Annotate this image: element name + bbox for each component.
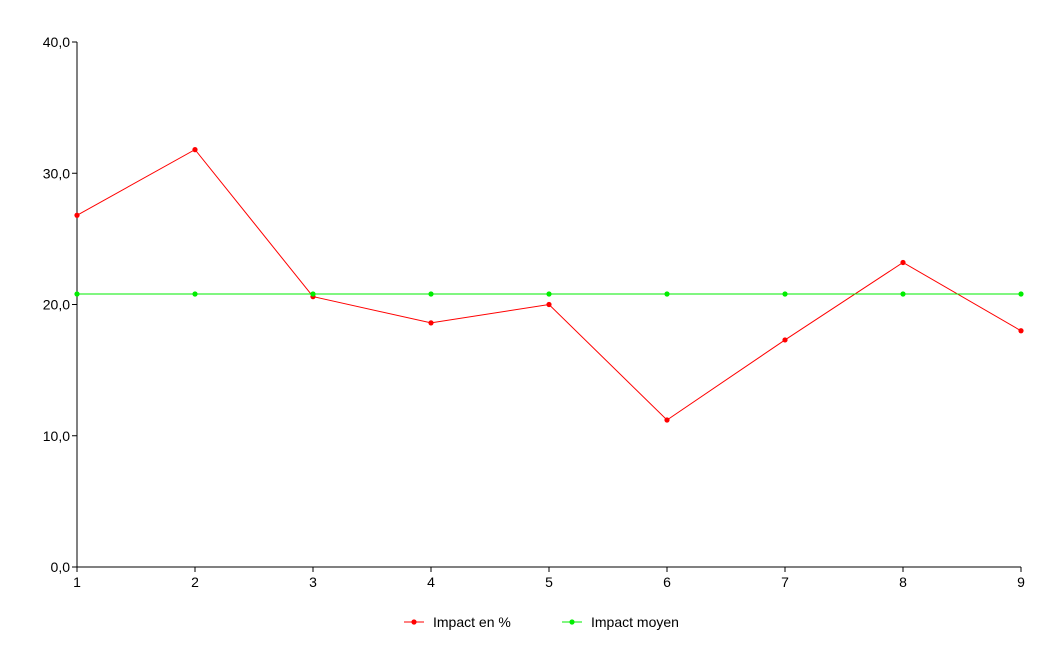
y-tick-label: 10,0 (43, 428, 70, 444)
data-point (900, 259, 906, 266)
legend-swatch-marker (569, 619, 575, 625)
data-point (782, 291, 788, 297)
y-tick-label: 40,0 (43, 34, 70, 50)
data-point (74, 212, 80, 218)
x-tick-label: 3 (309, 574, 317, 590)
y-tick-label: 20,0 (43, 297, 70, 313)
y-tick-label: 30,0 (43, 165, 70, 181)
legend-label: Impact en % (433, 614, 511, 630)
data-point (428, 291, 434, 297)
legend-swatch-marker (411, 619, 417, 625)
data-point (546, 291, 552, 297)
data-point (664, 291, 670, 297)
series-group (74, 147, 1024, 423)
data-point (428, 320, 434, 326)
data-point (192, 291, 198, 297)
x-tick-label: 8 (899, 574, 907, 590)
axes: 0,0 10,0 20,0 30,0 40,0 1 2 3 4 5 6 7 8 9 (43, 34, 1025, 590)
data-point (1018, 328, 1024, 334)
x-tick-label: 6 (663, 574, 671, 590)
data-point (1018, 291, 1024, 297)
x-tick-label: 7 (781, 574, 789, 590)
data-point (310, 291, 316, 297)
x-tick-label: 2 (191, 574, 199, 590)
y-tick-label: 0,0 (51, 559, 71, 575)
data-point (546, 301, 552, 308)
legend-label: Impact moyen (591, 614, 679, 630)
x-tick-label: 1 (73, 574, 81, 590)
data-point (74, 291, 80, 297)
x-tick-label: 4 (427, 574, 435, 590)
x-tick-label: 9 (1017, 574, 1025, 590)
data-point (782, 337, 788, 343)
data-point (900, 291, 906, 297)
series-line-1 (76, 148, 1022, 421)
data-point (192, 147, 198, 153)
legend: Impact en % Impact moyen (404, 614, 679, 630)
data-point (664, 417, 670, 423)
x-tick-label: 5 (545, 574, 553, 590)
